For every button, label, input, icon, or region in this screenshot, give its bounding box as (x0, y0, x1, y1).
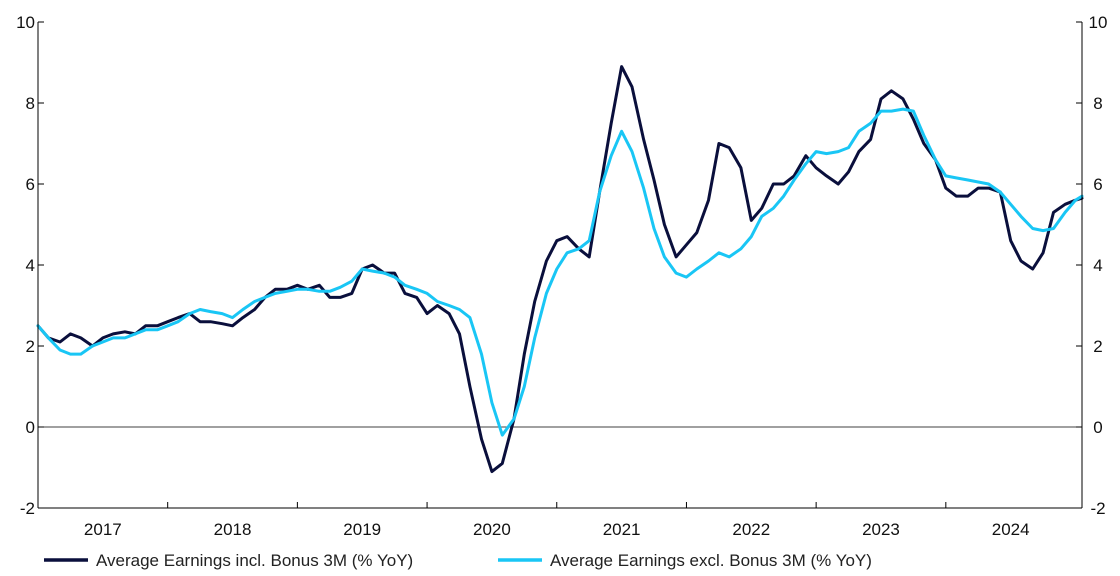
x-tick-label: 2017 (84, 520, 122, 539)
x-tick-label: 2020 (473, 520, 511, 539)
series-layer (36, 65, 1084, 474)
right-y-tick-label: 2 (1093, 337, 1102, 356)
legend: Average Earnings incl. Bonus 3M (% YoY) … (44, 551, 872, 570)
series-line-incl-bonus (36, 65, 1084, 474)
series-line-excl-bonus (36, 107, 1084, 437)
x-tick-label: 2022 (732, 520, 770, 539)
right-y-tick-label: 4 (1093, 256, 1102, 275)
left-y-tick-label: -2 (20, 499, 35, 518)
left-y-tick-label: 0 (26, 418, 35, 437)
x-tick-label: 2021 (603, 520, 641, 539)
x-tick-label: 2023 (862, 520, 900, 539)
right-y-tick-label: -2 (1090, 499, 1105, 518)
left-y-tick-label: 4 (26, 256, 35, 275)
x-axis: 2017 2018 2019 2020 2021 2022 2023 2024 (38, 502, 1082, 539)
left-y-tick-label: 10 (16, 13, 35, 32)
legend-label-incl-bonus: Average Earnings incl. Bonus 3M (% YoY) (96, 551, 413, 570)
right-y-tick-label: 0 (1093, 418, 1102, 437)
left-y-tick-label: 8 (26, 94, 35, 113)
left-y-tick-label: 6 (26, 175, 35, 194)
right-y-tick-label: 8 (1093, 94, 1102, 113)
left-y-tick-label: 2 (26, 337, 35, 356)
x-tick-label: 2024 (992, 520, 1030, 539)
x-tick-label: 2018 (214, 520, 252, 539)
right-y-tick-label: 6 (1093, 175, 1102, 194)
x-tick-label: 2019 (343, 520, 381, 539)
right-y-axis: -2 0 2 4 6 8 10 (1076, 13, 1107, 518)
legend-label-excl-bonus: Average Earnings excl. Bonus 3M (% YoY) (550, 551, 872, 570)
right-y-tick-label: 10 (1089, 13, 1108, 32)
left-y-axis: -2 0 2 4 6 8 10 (16, 13, 44, 518)
